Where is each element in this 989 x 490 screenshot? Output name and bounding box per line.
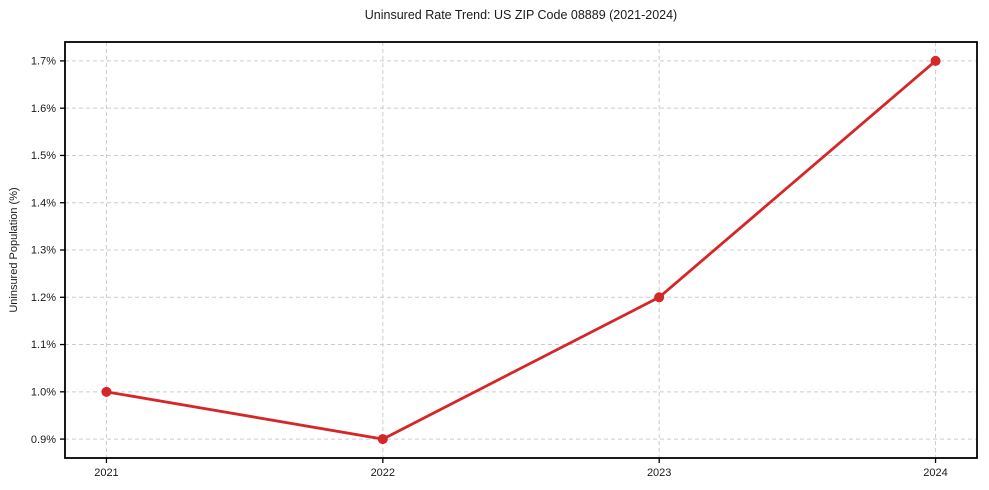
data-point-marker (101, 386, 112, 397)
y-tick-label: 1.1% (31, 339, 56, 351)
y-tick-label: 1.3% (31, 245, 56, 257)
y-tick-label: 1.7% (31, 56, 56, 68)
trend-line (105, 59, 937, 441)
chart-title: Uninsured Rate Trend: US ZIP Code 08889 … (364, 8, 678, 22)
y-tick-label: 1.5% (31, 150, 56, 162)
x-tick-label: 2021 (94, 467, 118, 479)
data-point-marker (377, 434, 388, 445)
y-tick-label: 1.6% (31, 103, 56, 115)
y-tick-label: 0.9% (31, 434, 56, 446)
data-point-marker (930, 55, 941, 66)
data-point-marker (654, 292, 665, 303)
x-tick-label: 2023 (647, 467, 671, 479)
y-tick-label: 1.0% (31, 387, 56, 399)
y-tick-label: 1.2% (31, 292, 56, 304)
plot-border (64, 41, 978, 459)
x-tick-label: 2022 (371, 467, 395, 479)
y-tick-label: 1.4% (31, 197, 56, 209)
x-tick-label: 2024 (923, 467, 947, 479)
